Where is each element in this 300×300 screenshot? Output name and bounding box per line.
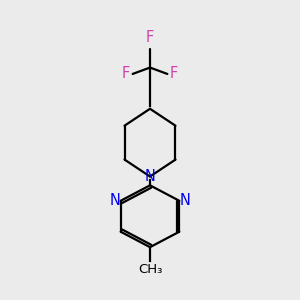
Text: F: F	[146, 29, 154, 44]
Text: F: F	[170, 66, 178, 81]
Text: N: N	[110, 193, 121, 208]
Text: F: F	[122, 66, 130, 81]
Text: N: N	[179, 193, 190, 208]
Text: N: N	[145, 169, 155, 184]
Text: CH₃: CH₃	[138, 263, 162, 276]
